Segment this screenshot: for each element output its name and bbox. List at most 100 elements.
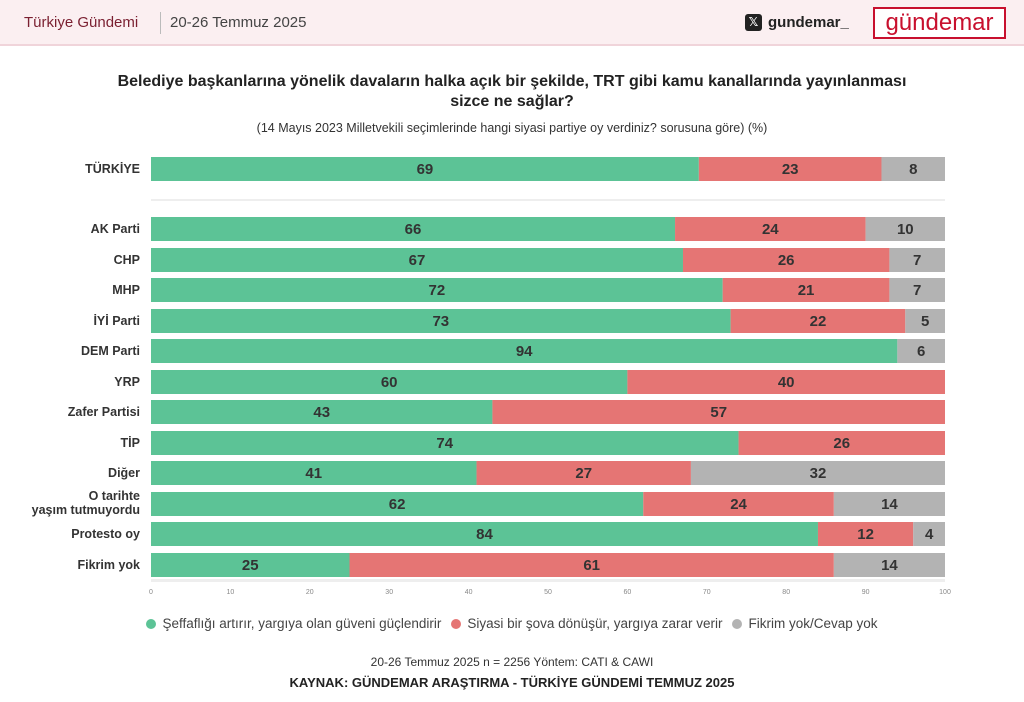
category-label: yaşım tutmuyordu: [32, 503, 140, 517]
bar-segment: [730, 309, 906, 333]
bar-segment: [675, 217, 866, 241]
category-label: DEM Parti: [81, 344, 140, 358]
legend-item[interactable]: Şeffaflığı artırır, yargıya olan güveni …: [146, 616, 441, 631]
data-label: 23: [782, 161, 799, 178]
data-label: 24: [730, 496, 747, 513]
data-label: 60: [381, 374, 398, 391]
legend-dot: [451, 619, 462, 629]
header-divider: [160, 12, 161, 34]
footer-method: 20-26 Temmuz 2025 n = 2256 Yöntem: CATI …: [370, 655, 654, 669]
footer-source: KAYNAK: GÜNDEMAR ARAŞTIRMA - TÜRKİYE GÜN…: [289, 675, 735, 690]
header-title: Türkiye Gündemi: [24, 14, 139, 31]
bar-segment: [682, 248, 890, 272]
bar-segment: [905, 309, 945, 333]
category-label: Diğer: [108, 466, 140, 480]
chart-subtitle: (14 Mayıs 2023 Milletvekili seçimlerinde…: [256, 121, 768, 135]
data-label: 7: [913, 252, 921, 269]
x-tick-label: 40: [465, 589, 473, 596]
category-label: Protesto oy: [71, 527, 140, 541]
bar-segment: [476, 461, 691, 485]
legend: Şeffaflığı artırır, yargıya olan güveni …: [0, 616, 1024, 631]
x-tick-label: 70: [703, 589, 711, 596]
data-label: 10: [897, 221, 914, 238]
bar-segment: [738, 431, 945, 455]
bar-segment: [897, 339, 945, 363]
x-axis: [151, 579, 945, 582]
bar-segment: [151, 339, 898, 363]
category-label: Zafer Partisi: [68, 405, 140, 419]
x-logo-icon: 𝕏: [745, 14, 762, 31]
bar-segment: [151, 431, 739, 455]
category-label: YRP: [114, 375, 140, 389]
x-tick-label: 80: [782, 589, 790, 596]
header-date: 20-26 Temmuz 2025: [170, 14, 307, 31]
category-label: CHP: [114, 253, 140, 267]
legend-label: Siyasi bir şova dönüşür, yargıya zarar v…: [467, 616, 723, 631]
legend-label: Şeffaflığı artırır, yargıya olan güveni …: [162, 616, 442, 631]
legend-item[interactable]: Siyasi bir şova dönüşür, yargıya zarar v…: [451, 616, 722, 631]
bar-segment: [151, 278, 723, 302]
x-tick-label: 0: [149, 589, 153, 596]
data-label: 43: [313, 404, 330, 421]
bar-segment: [151, 461, 477, 485]
bar-segment: [889, 278, 945, 302]
bar-segment: [698, 157, 882, 181]
data-label: 6: [917, 343, 925, 360]
data-label: 84: [476, 526, 493, 543]
bar-segment: [865, 217, 945, 241]
bar-segment: [349, 553, 834, 577]
bar-segment: [151, 248, 683, 272]
x-tick-label: 90: [862, 589, 870, 596]
legend-label: Fikrim yok/Cevap yok: [748, 616, 878, 631]
data-label: 14: [881, 496, 898, 513]
data-label: 5: [921, 313, 929, 330]
bar-segment: [151, 553, 350, 577]
data-label: 8: [909, 161, 917, 178]
bar-segment: [151, 370, 628, 394]
legend-dot: [732, 619, 743, 629]
data-label: 67: [409, 252, 426, 269]
bar-segment: [492, 400, 945, 424]
x-tick-label: 20: [306, 589, 314, 596]
data-label: 61: [583, 557, 600, 574]
category-label: TİP: [121, 435, 140, 450]
bar-segment: [151, 400, 493, 424]
category-label: İYİ Parti: [93, 313, 140, 328]
bar-segment: [643, 492, 834, 516]
legend-item[interactable]: Fikrim yok/Cevap yok: [732, 616, 878, 631]
data-label: 25: [242, 557, 259, 574]
category-label: MHP: [112, 283, 140, 297]
data-label: 32: [810, 465, 827, 482]
data-label: 22: [810, 313, 827, 330]
gundemar-logo: gündemar: [873, 7, 1006, 39]
data-label: 27: [575, 465, 592, 482]
data-label: 40: [778, 374, 795, 391]
data-label: 69: [417, 161, 434, 178]
bar-segment: [151, 217, 676, 241]
data-label: 94: [516, 343, 533, 360]
bar-segment: [722, 278, 890, 302]
bar-segment: [889, 248, 945, 272]
bar-segment: [151, 522, 818, 546]
category-label: TÜRKİYE: [85, 161, 140, 176]
x-tick-label: 10: [227, 589, 235, 596]
x-tick-label: 30: [385, 589, 393, 596]
x-tick-label: 60: [624, 589, 632, 596]
data-label: 26: [833, 435, 850, 452]
bar-segment: [690, 461, 945, 485]
data-label: 14: [881, 557, 898, 574]
legend-dot: [146, 619, 157, 629]
data-label: 21: [798, 282, 815, 299]
bar-segment: [913, 522, 945, 546]
x-handle[interactable]: gundemar_: [768, 14, 849, 31]
bar-segment: [627, 370, 945, 394]
data-label: 12: [857, 526, 874, 543]
header-bar: Türkiye Gündemi 20-26 Temmuz 2025 𝕏 gund…: [0, 0, 1024, 46]
chart-title: Belediye başkanlarına yönelik davaların …: [117, 73, 907, 110]
data-label: 57: [710, 404, 727, 421]
data-label: 4: [925, 526, 934, 543]
bar-segment: [817, 522, 914, 546]
category-label: AK Parti: [91, 222, 140, 236]
category-label: Fikrim yok: [77, 558, 140, 572]
